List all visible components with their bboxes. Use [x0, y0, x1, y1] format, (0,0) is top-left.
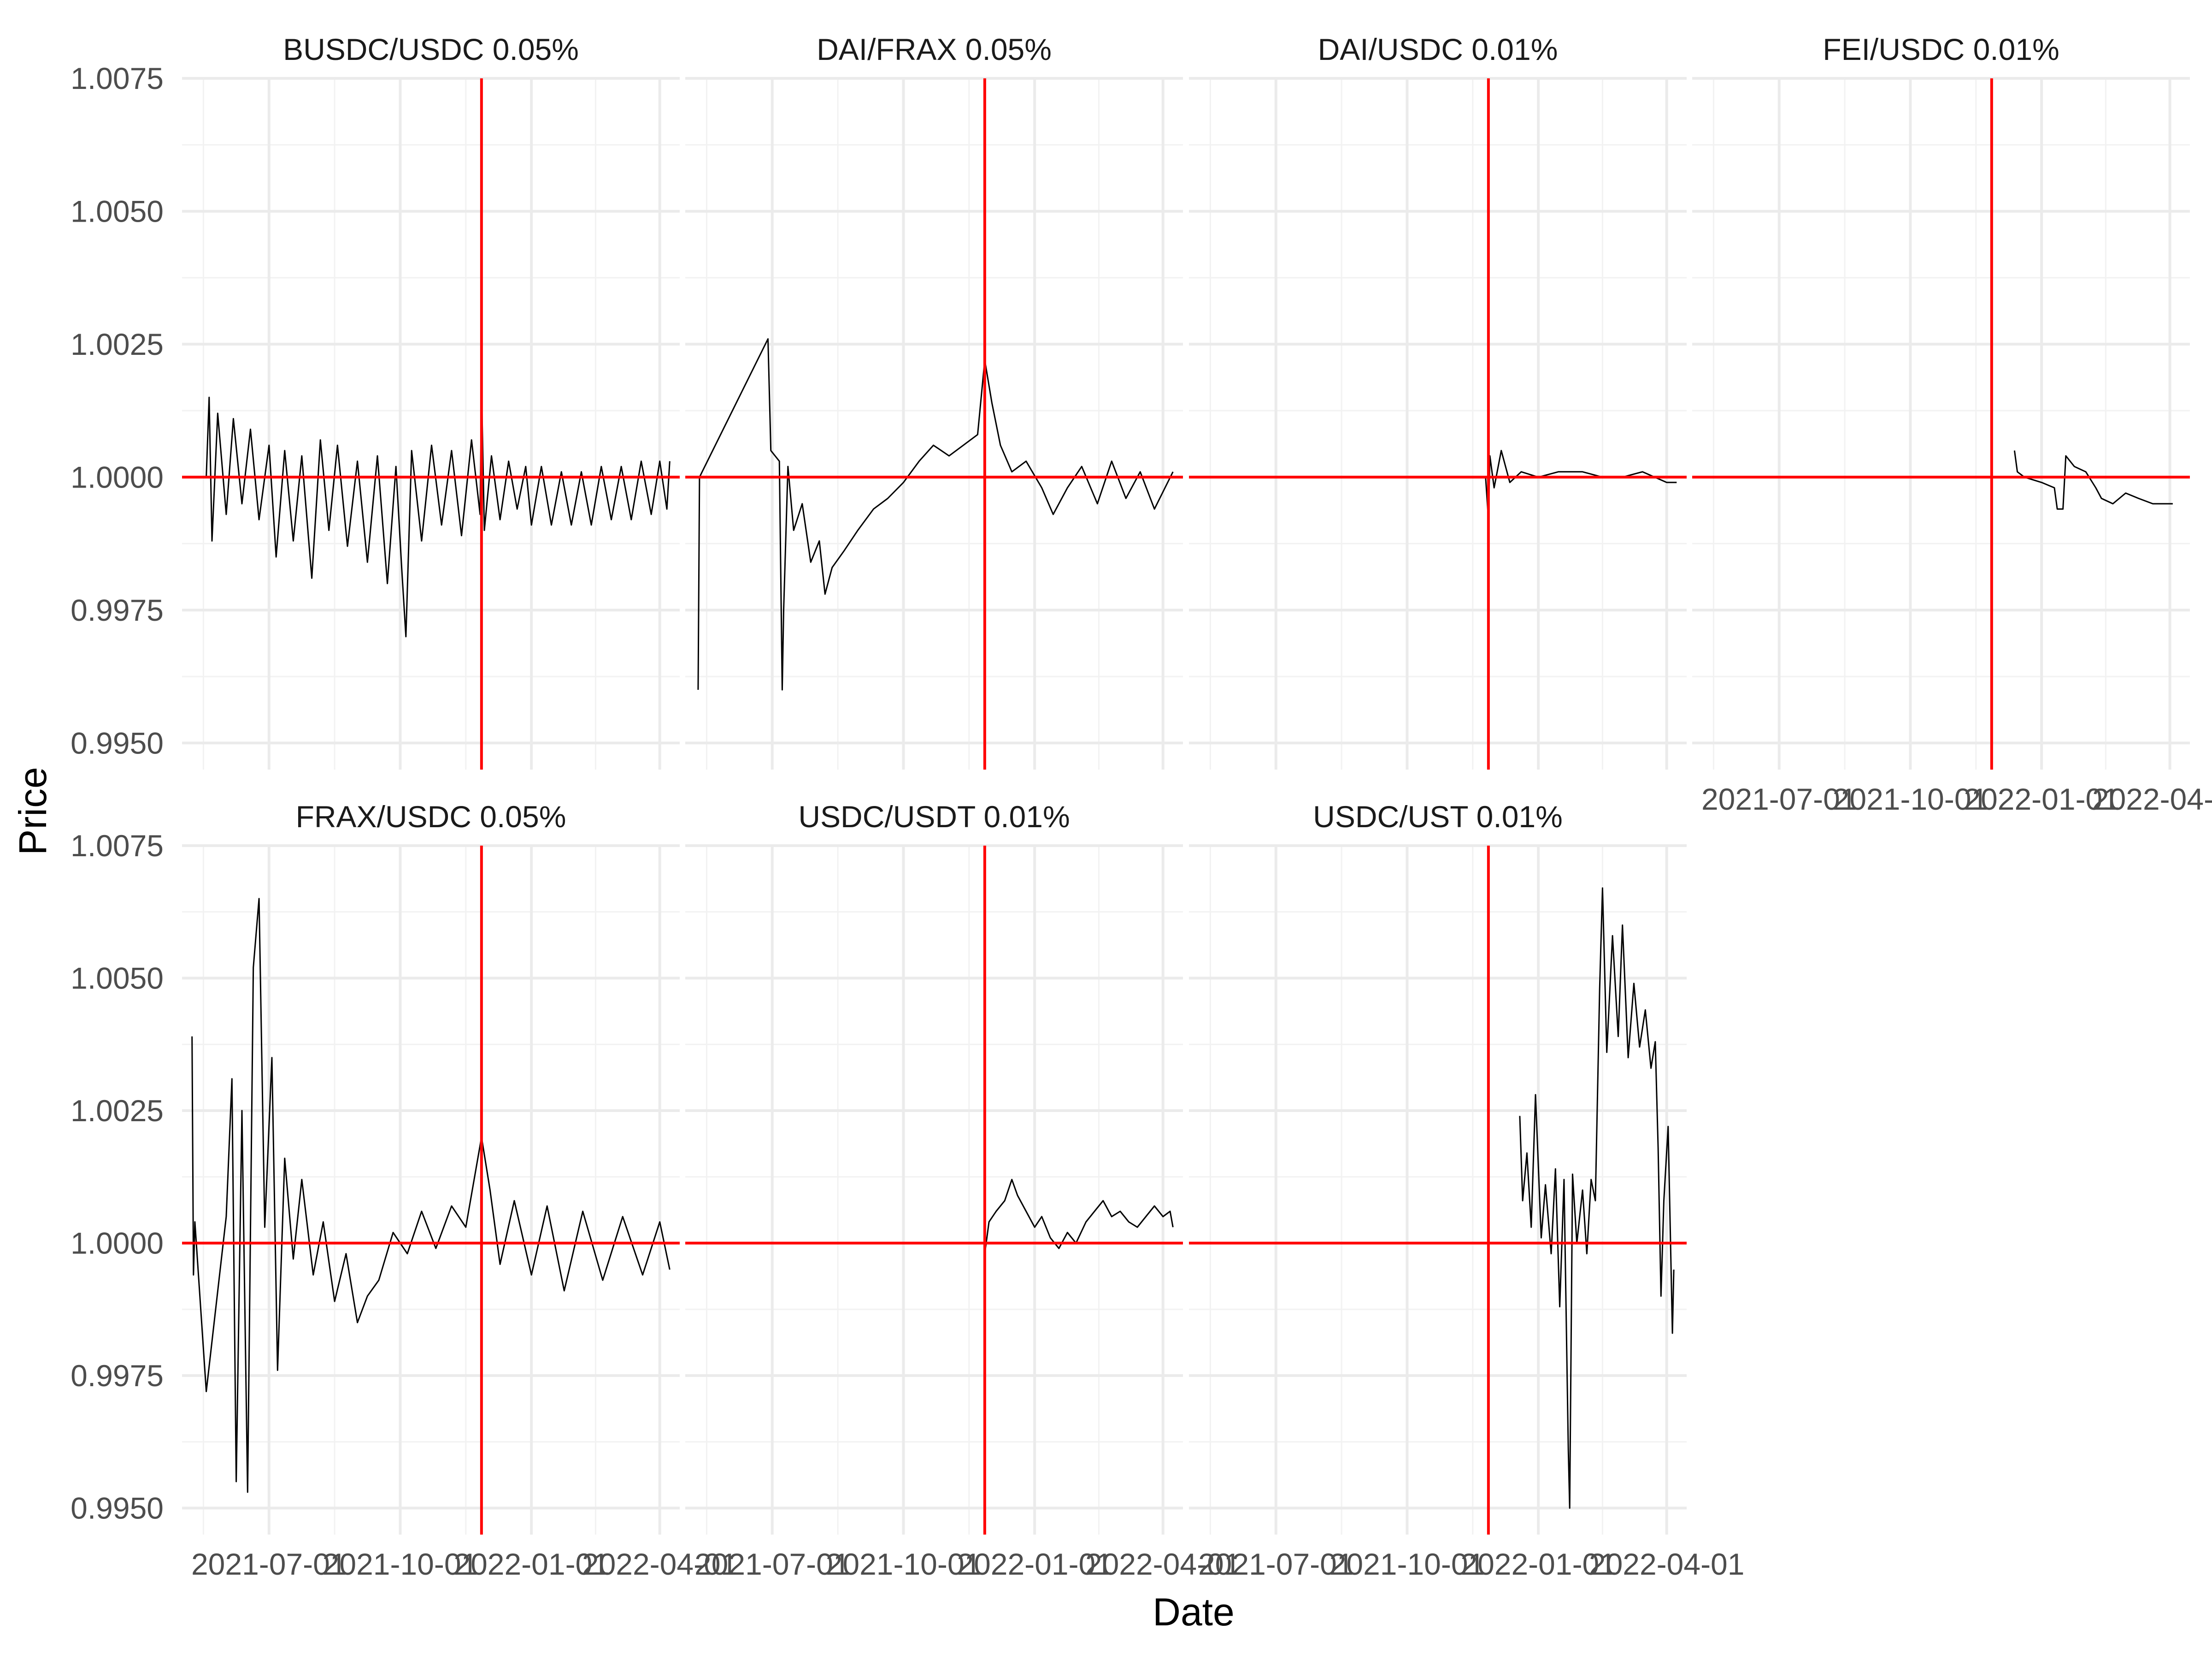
panel: USDC/UST 0.01%2021-07-012021-10-012022-0… — [1189, 800, 1744, 1581]
x-tick-label: 2022-01-01 — [1460, 1547, 1616, 1581]
x-axis-title: Date — [1153, 1590, 1234, 1634]
x-tick-label: 2022-01-01 — [1964, 782, 2119, 816]
price-series-line — [206, 386, 671, 637]
x-tick-label: 2022-01-01 — [453, 1547, 609, 1581]
price-series-line — [2013, 450, 2173, 510]
x-tick-label: 2022-04-01 — [1589, 1547, 1745, 1581]
y-tick-label: 1.0025 — [71, 1094, 164, 1128]
panel-title: DAI/USDC 0.01% — [1318, 32, 1558, 66]
x-tick-label: 2021-10-01 — [826, 1547, 982, 1581]
y-tick-label: 0.9975 — [71, 1359, 164, 1393]
panel: DAI/FRAX 0.05% — [685, 32, 1183, 770]
x-tick-label: 2021-07-01 — [1198, 1547, 1354, 1581]
y-axis-title: Price — [11, 767, 54, 855]
price-series-line — [1519, 887, 1675, 1509]
y-tick-label: 1.0075 — [71, 61, 164, 95]
panel-title: BUSDC/USDC 0.05% — [283, 32, 579, 66]
x-tick-label: 2022-04-01 — [1085, 1547, 1241, 1581]
x-tick-label: 2022-01-01 — [957, 1547, 1112, 1581]
x-tick-label: 2021-10-01 — [1330, 1547, 1485, 1581]
panel-title: DAI/FRAX 0.05% — [817, 32, 1052, 66]
y-tick-label: 0.9975 — [71, 593, 164, 627]
y-tick-label: 1.0075 — [71, 829, 164, 863]
y-tick-label: 0.9950 — [71, 726, 164, 760]
panel: FEI/USDC 0.01%2021-07-012021-10-012022-0… — [1692, 32, 2212, 816]
panel: USDC/USDT 0.01%2021-07-012021-10-012022-… — [685, 800, 1241, 1581]
y-tick-label: 1.0000 — [71, 1226, 164, 1260]
panels-layer: BUSDC/USDC 0.05% 0.9950 0.9975 1.0000 1.0025… — [71, 32, 2212, 1581]
x-tick-label: 2021-07-01 — [191, 1547, 347, 1581]
y-tick-label: 0.9950 — [71, 1491, 164, 1525]
panel-title: FEI/USDC 0.01% — [1823, 32, 2059, 66]
x-tick-label: 2021-10-01 — [323, 1547, 478, 1581]
y-tick-label: 1.0000 — [71, 460, 164, 494]
panel: DAI/USDC 0.01% — [1189, 32, 1687, 770]
price-series-line — [697, 338, 1174, 691]
x-tick-label: 2022-04-01 — [582, 1547, 738, 1581]
y-tick-label: 1.0050 — [71, 961, 164, 995]
x-tick-label: 2021-07-01 — [694, 1547, 850, 1581]
panel-title: USDC/UST 0.01% — [1313, 800, 1563, 834]
y-tick-label: 1.0025 — [71, 327, 164, 361]
x-tick-label: 2021-07-01 — [1701, 782, 1857, 816]
panel-title: FRAX/USDC 0.05% — [296, 800, 566, 834]
x-tick-label: 2022-04-01 — [2092, 782, 2212, 816]
x-tick-label: 2021-10-01 — [1833, 782, 1988, 816]
panel-title: USDC/USDT 0.01% — [798, 800, 1070, 834]
panel: FRAX/USDC 0.05% 0.9950 0.9975 1.0000 1.0025 1… — [71, 800, 737, 1581]
price-series-line — [191, 898, 671, 1493]
y-tick-label: 1.0050 — [71, 194, 164, 228]
panel: BUSDC/USDC 0.05% 0.9950 0.9975 1.0000 1.0025… — [71, 32, 680, 770]
